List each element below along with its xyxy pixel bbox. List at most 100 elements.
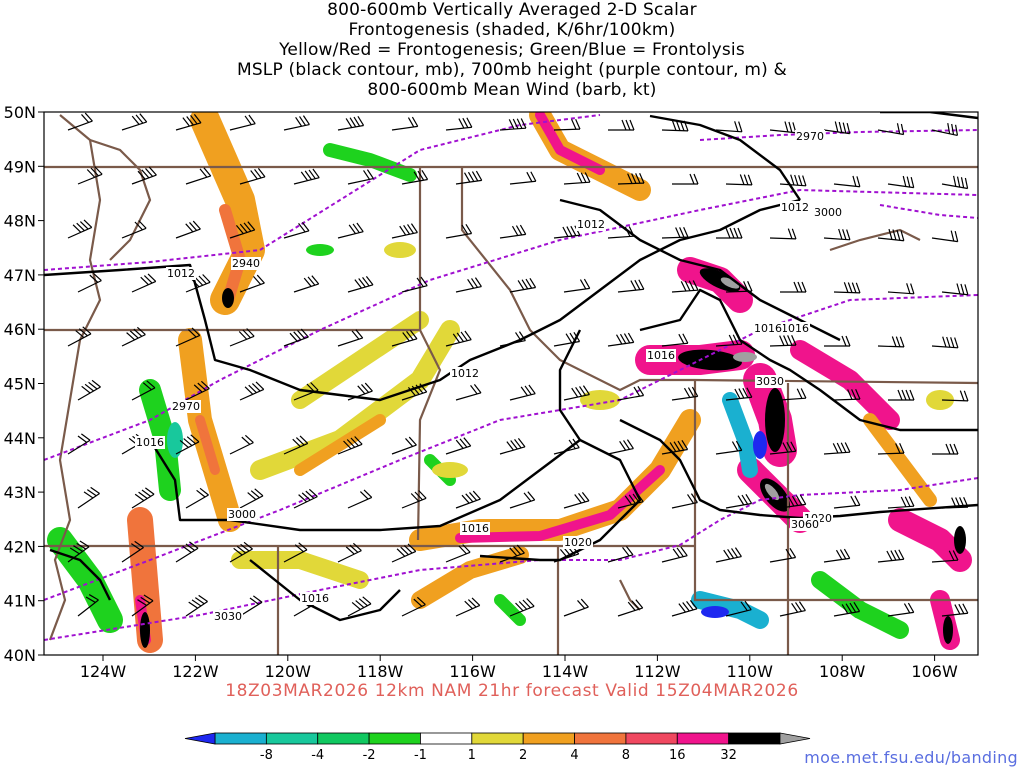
idaho-west-border (416, 167, 442, 541)
wind-barb (175, 327, 201, 347)
colorbar-bin (265, 732, 319, 745)
longitude-axis: 124W 122W 120W 118W 116W 114W 112W 110W 108W 106W (80, 655, 958, 681)
height-label: 2970 (796, 130, 824, 143)
frontolysis-band (494, 594, 526, 626)
wind-barb (823, 228, 851, 241)
fronto-max (733, 352, 757, 362)
mslp-label: 1016 (301, 592, 329, 605)
wind-barb (769, 228, 797, 240)
wind-barb (455, 490, 481, 509)
wind-barb (877, 336, 905, 348)
wind-barb (499, 224, 527, 239)
wind-barb (401, 490, 427, 509)
lon-tick-label: 114W (542, 662, 589, 681)
wind-barb (725, 600, 752, 617)
wind-barb (931, 123, 959, 136)
wind-barb (401, 596, 426, 617)
wind-barb (337, 542, 362, 563)
mslp-contours (44, 112, 978, 622)
wind-barb (932, 443, 959, 455)
wind-barb (877, 442, 905, 455)
wind-barb (553, 118, 581, 131)
fronto-band (888, 508, 972, 572)
wind-barb (455, 383, 482, 401)
fronto-max (943, 616, 953, 644)
wind-barb (239, 274, 265, 293)
wind-barb (445, 437, 472, 455)
wind-barb (607, 545, 634, 563)
fronto-band-core (294, 414, 386, 476)
wind-barb (779, 174, 807, 187)
frontolysis-band (323, 143, 417, 182)
wind-barb (833, 388, 861, 401)
mslp-contour (619, 418, 978, 520)
wind-barb (715, 334, 743, 347)
lon-tick-label: 118W (357, 662, 404, 681)
wind-barb (553, 545, 580, 563)
fronto-blob (926, 390, 954, 410)
title-block: 800-600mb Vertically Averaged 2-D Scalar… (0, 0, 1024, 100)
wind-barb (661, 440, 689, 455)
wind-barb (509, 598, 535, 617)
wind-barb (563, 278, 591, 293)
wind-barb (239, 167, 266, 185)
credit-link[interactable]: moe.met.fsu.edu/banding (804, 748, 1018, 767)
wind-barb (931, 230, 959, 243)
wind-barb (563, 385, 590, 401)
wind-barb (175, 541, 199, 563)
lat-tick-label: 50N (4, 103, 36, 122)
wind-barb (499, 544, 525, 563)
wind-barb (391, 116, 419, 131)
wind-barb (563, 491, 590, 509)
idaho-montana-border (460, 167, 695, 392)
lat-tick-label: 46N (4, 320, 36, 339)
wind-barb (553, 332, 581, 347)
mslp-contour (649, 114, 801, 201)
wind-barb (769, 334, 797, 347)
height-contour (44, 294, 978, 601)
height-label: 3030 (756, 375, 784, 388)
title-line-1: 800-600mb Vertically Averaged 2-D Scalar (327, 0, 697, 20)
wind-barb (185, 487, 209, 509)
wind-barb (725, 387, 753, 401)
wind-barb (833, 495, 861, 509)
fronto-max (140, 612, 150, 648)
wind-barb (283, 542, 308, 563)
frontolysis-band (691, 591, 769, 629)
wind-barb (239, 381, 265, 401)
height-label: 3000 (228, 508, 256, 521)
colorbar-high-arrow (779, 732, 811, 745)
wind-barb (445, 330, 472, 347)
wind-barb (607, 226, 635, 239)
wind-barb (455, 277, 482, 293)
wind-barb (931, 336, 959, 349)
wind-barb (67, 433, 91, 455)
colorbar-bin (728, 732, 781, 745)
wind-barb (175, 434, 200, 455)
wind-barb (671, 493, 698, 509)
latitude-axis: 50N 49N 48N 47N 46N 45N 44N 43N 42N 41N 40N (4, 103, 44, 665)
wind-barb (563, 172, 591, 185)
wind-barb (293, 382, 319, 401)
fronto-band-core (535, 112, 605, 175)
wyoming-border (693, 380, 978, 602)
fronto-band (790, 340, 900, 430)
wind-barb (293, 488, 318, 509)
wind-barb (283, 328, 309, 347)
height-label: 3030 (214, 610, 242, 623)
wind-barb (941, 283, 969, 296)
fronto-blob (432, 462, 468, 478)
wind-barb (239, 595, 263, 617)
lon-tick-label: 124W (80, 662, 127, 681)
wind-barb (121, 540, 144, 563)
lon-tick-label: 110W (727, 662, 774, 681)
fronto-band (250, 320, 460, 480)
colorbar-label: 32 (720, 748, 737, 763)
fronto-max (765, 388, 785, 452)
wind-barb (617, 599, 644, 617)
height-label: 3060 (791, 518, 819, 531)
wind-barb (131, 487, 155, 509)
colorbar-label: -2 (363, 748, 376, 763)
wind-barb (671, 280, 699, 293)
wind-barb (347, 275, 374, 293)
